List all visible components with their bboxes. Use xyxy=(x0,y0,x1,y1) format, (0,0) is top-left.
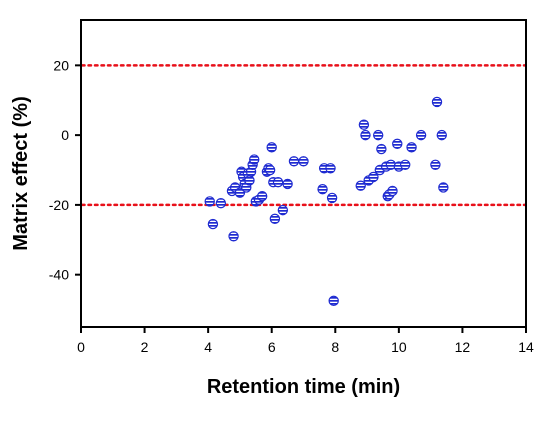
data-points xyxy=(204,96,449,307)
data-point xyxy=(215,197,227,209)
data-point xyxy=(326,192,338,204)
plot-area-frame xyxy=(80,19,527,328)
data-point xyxy=(266,142,277,153)
x-tick-label: 4 xyxy=(204,339,212,355)
y-tick-label: -20 xyxy=(49,197,69,213)
data-point xyxy=(288,156,300,167)
data-point xyxy=(228,231,239,242)
data-point xyxy=(249,154,260,165)
x-axis-title: Retention time (min) xyxy=(207,376,400,398)
data-point xyxy=(317,183,328,195)
data-point xyxy=(256,190,268,202)
data-point xyxy=(360,129,371,141)
data-point xyxy=(277,204,289,216)
data-point xyxy=(355,180,366,191)
data-point xyxy=(298,156,309,167)
data-point xyxy=(430,159,441,170)
data-point xyxy=(415,129,427,141)
data-point xyxy=(387,185,398,197)
data-point xyxy=(392,138,403,150)
y-tick-label: 20 xyxy=(53,57,69,73)
data-point xyxy=(207,218,219,230)
y-tick-label: -40 xyxy=(49,267,69,283)
data-point xyxy=(204,196,215,207)
x-axis: 0 2 4 6 8 10 12 14 xyxy=(77,327,534,355)
data-point xyxy=(282,178,293,190)
reference-lines xyxy=(80,64,527,207)
data-point xyxy=(358,119,370,130)
x-tick-label: 10 xyxy=(391,339,407,355)
y-axis-title: Matrix effect (%) xyxy=(10,96,32,250)
y-tick-label: 0 xyxy=(61,127,69,143)
data-point xyxy=(436,129,447,141)
y-axis: -40 -20 0 20 xyxy=(49,57,81,283)
data-point xyxy=(431,96,443,108)
x-tick-label: 2 xyxy=(141,339,149,355)
data-point xyxy=(438,182,449,193)
data-point xyxy=(269,213,281,225)
data-point xyxy=(244,175,255,186)
data-point xyxy=(372,129,384,141)
x-tick-label: 0 xyxy=(77,339,85,355)
data-point xyxy=(368,171,379,183)
x-tick-label: 14 xyxy=(518,339,534,355)
data-point xyxy=(272,177,284,188)
x-tick-label: 6 xyxy=(268,339,276,355)
data-point xyxy=(264,164,276,176)
x-tick-label: 12 xyxy=(455,339,471,355)
data-point xyxy=(406,142,417,153)
data-point xyxy=(328,295,339,307)
data-point xyxy=(376,143,387,155)
x-tick-label: 8 xyxy=(331,339,339,355)
data-point xyxy=(325,163,336,174)
data-point xyxy=(400,159,411,170)
